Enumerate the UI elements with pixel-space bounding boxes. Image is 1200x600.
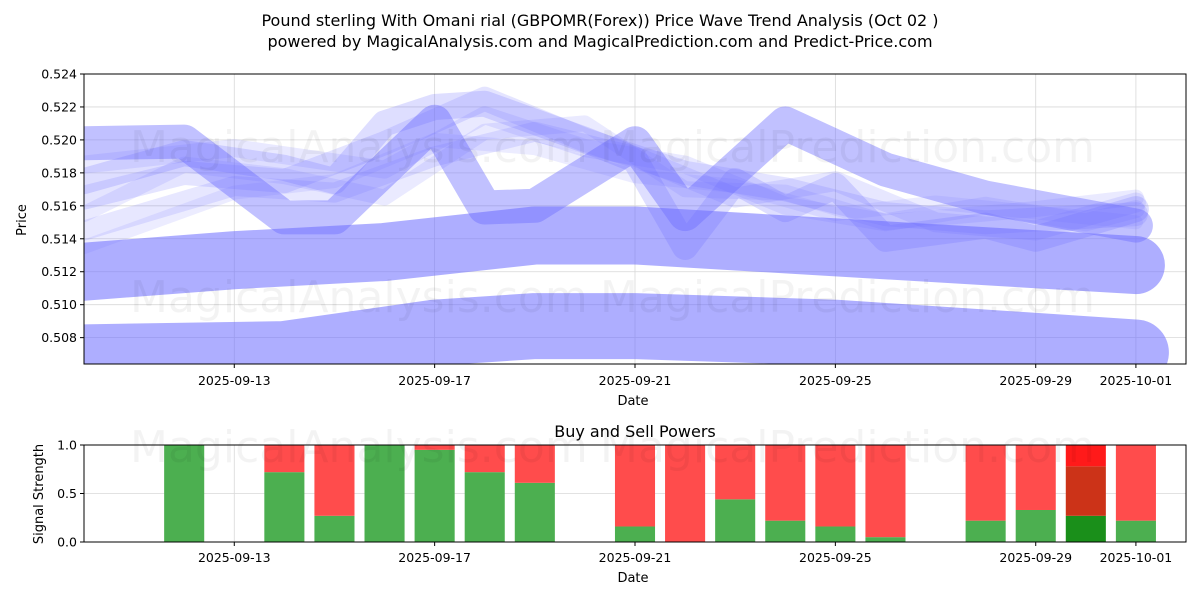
buy-bar-2025-09-17 xyxy=(414,449,455,542)
price-wave-6 xyxy=(84,121,1146,241)
price-x-ticks: 2025-09-13 2025-09-17 2025-09-21 2025-09-25… xyxy=(198,364,1172,388)
price-wave-2 xyxy=(84,206,1165,301)
buy-bar-2025-09-21 xyxy=(614,526,656,542)
price-y-tick-label: 0.508 xyxy=(41,330,77,345)
price-wave-7 xyxy=(84,106,1145,232)
price-wave-9 xyxy=(84,132,1143,254)
price-y-tick-label: 0.512 xyxy=(41,264,77,279)
price-y-tick-label: 0.514 xyxy=(41,231,77,246)
buy-bar-2025-09-24 xyxy=(765,520,806,542)
sell-bar-2025-09-29 xyxy=(1015,445,1056,510)
price-x-tick-label: 2025-10-01 xyxy=(1100,373,1173,388)
buy-bar-2025-09-26 xyxy=(865,537,906,542)
price-wave-4 xyxy=(84,90,1149,260)
signal-chart-title: Buy and Sell Powers xyxy=(554,422,716,441)
watermark-analysis-top: MagicalAnalysis.com xyxy=(130,122,588,173)
sell-bar-2025-09-28 xyxy=(965,445,1006,521)
sell-bar-2025-09-22 xyxy=(665,445,706,542)
sell-bar-2025-09-14 xyxy=(264,445,305,473)
price-wave-1 xyxy=(84,104,1153,243)
signal-y-tick-label: 0.5 xyxy=(57,486,77,501)
price-wave-8 xyxy=(84,115,1144,231)
buy-bar-2025-09-25 xyxy=(815,526,856,542)
signal-x-tick-label: 2025-09-17 xyxy=(398,550,471,565)
signal-x-tick-label: 2025-09-13 xyxy=(198,550,271,565)
price-waves xyxy=(84,86,1169,364)
signal-x-ticks: 2025-09-13 2025-09-17 2025-09-21 2025-09-25… xyxy=(198,542,1172,565)
price-x-tick-label: 2025-09-17 xyxy=(398,373,471,388)
watermark-prediction-mid: MagicalPrediction.com xyxy=(600,272,1095,323)
sell-bar-2025-09-30 xyxy=(1065,445,1106,467)
signal-y-ticks: 0.0 0.5 1.0 xyxy=(57,438,84,550)
sell-bar-2025-09-23 xyxy=(715,445,756,500)
buy-bar-2025-09-15 xyxy=(314,515,355,542)
price-y-label: Price xyxy=(15,204,30,236)
price-watermarks: MagicalAnalysis.com MagicalPrediction.co… xyxy=(130,122,1095,323)
watermark-prediction-top: MagicalPrediction.com xyxy=(600,122,1095,173)
price-wave-3 xyxy=(84,293,1169,364)
price-x-label: Date xyxy=(617,394,648,409)
buy-bar-2025-09-16 xyxy=(364,445,405,542)
signal-y-tick-label: 0.0 xyxy=(57,535,77,550)
price-y-tick-label: 0.510 xyxy=(41,297,77,312)
price-x-tick-label: 2025-09-25 xyxy=(799,373,872,388)
buy-bar-2025-09-23 xyxy=(715,499,756,542)
signal-watermarks: MagicalAnalysis.com MagicalPrediction.co… xyxy=(130,422,1095,473)
price-y-tick-label: 0.520 xyxy=(41,132,77,147)
price-x-tick-label: 2025-09-29 xyxy=(999,373,1072,388)
sell-bar-2025-09-17 xyxy=(414,445,455,450)
sell-bar-2025-09-18 xyxy=(464,445,505,473)
signal-x-label: Date xyxy=(617,571,648,586)
price-x-tick-label: 2025-09-13 xyxy=(198,373,271,388)
price-y-tick-label: 0.524 xyxy=(41,67,77,82)
buy-bar-2025-10-01 xyxy=(1115,520,1156,542)
signal-x-tick-label: 2025-10-01 xyxy=(1100,550,1173,565)
buy-bar-2025-09-30 xyxy=(1065,515,1106,542)
buy-bar-2025-09-12 xyxy=(164,445,205,542)
price-y-ticks: 0.508 0.510 0.512 0.514 0.516 0.518 0.520 0.522… xyxy=(41,67,84,345)
price-x-tick-label: 2025-09-21 xyxy=(599,373,672,388)
chart-subtitle: powered by MagicalAnalysis.com and Magic… xyxy=(267,32,932,51)
price-y-tick-label: 0.516 xyxy=(41,198,77,213)
signal-x-tick-label: 2025-09-25 xyxy=(799,550,872,565)
buy-bar-2025-09-18 xyxy=(464,472,505,542)
price-y-tick-label: 0.518 xyxy=(41,165,77,180)
signal-x-tick-label: 2025-09-21 xyxy=(599,550,672,565)
buy-bar-2025-09-28 xyxy=(965,520,1006,542)
sell-bar-2025-09-19 xyxy=(514,445,555,483)
price-y-tick-label: 0.522 xyxy=(41,99,77,114)
chart-title: Pound sterling With Omani rial (GBPOMR(F… xyxy=(261,11,938,30)
watermark-analysis-bottom: MagicalAnalysis.com xyxy=(130,422,588,473)
watermark-analysis-mid: MagicalAnalysis.com xyxy=(130,272,588,323)
signal-x-tick-label: 2025-09-29 xyxy=(999,550,1072,565)
sell-bar-2025-09-15 xyxy=(314,445,355,516)
sell-bar-2025-09-25 xyxy=(815,445,856,527)
watermark-prediction-bottom: MagicalPrediction.com xyxy=(600,422,1095,473)
buy-bar-2025-09-14 xyxy=(264,472,305,542)
sell-bar-2025-09-21 xyxy=(614,445,656,527)
sell-bar-2025-09-26 xyxy=(865,445,906,538)
buy-bar-2025-09-29 xyxy=(1015,509,1056,542)
sell-bar-2025-10-01 xyxy=(1115,445,1156,521)
buy-bar-2025-09-19 xyxy=(514,482,555,542)
signal-y-label: Signal Strength xyxy=(32,444,47,544)
signal-bars xyxy=(164,445,1156,542)
signal-y-tick-label: 1.0 xyxy=(57,438,77,453)
sell-bar-2025-09-24 xyxy=(765,445,806,521)
price-wave-5 xyxy=(84,86,1148,235)
mid-bar-2025-09-30 xyxy=(1065,466,1106,516)
